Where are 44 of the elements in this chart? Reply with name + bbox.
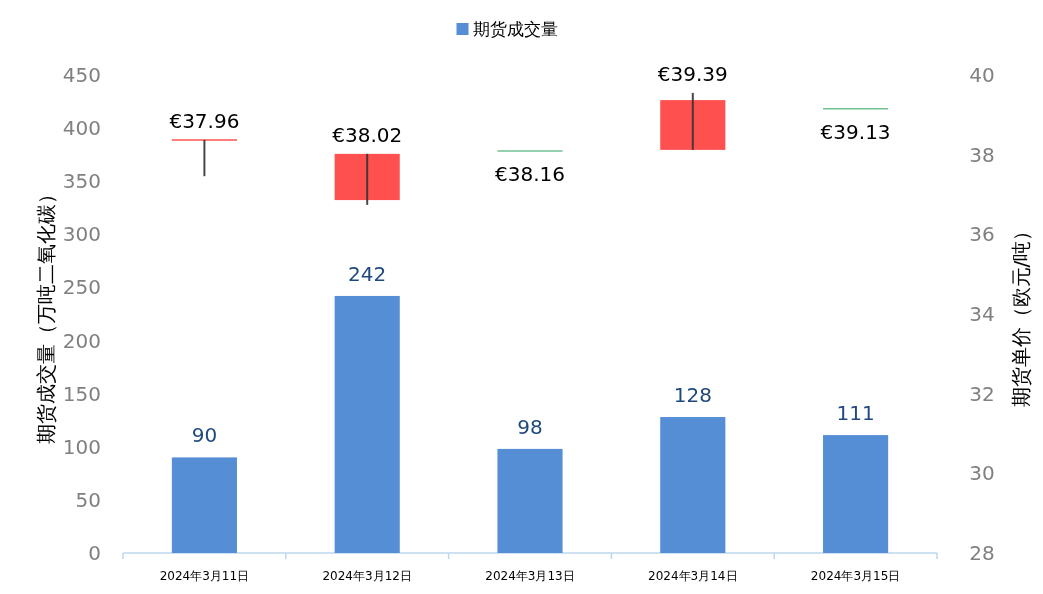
data-label: 90 [191,423,218,448]
legend-label: 期货成交量 [472,19,558,39]
y-tick-label: 450 [62,63,101,87]
data-label: 98 [517,414,543,439]
y2-tick-label: 38 [969,142,995,167]
y-tick-label: 100 [62,434,101,459]
bar [660,417,726,553]
y-tick-label: 150 [62,381,101,406]
x-tick-label: 2024年3月14日 [648,569,738,583]
x-tick-label: 2024年3月11日 [159,569,250,583]
candlestick [660,91,726,151]
y2-axis-title: 期货单价（欧元/吨） [1009,220,1033,408]
candlestick [171,138,238,178]
x-tick-label: 2024年3月15日 [810,569,901,583]
candlestick [334,152,400,206]
bar [334,295,400,553]
y-tick-label: 400 [62,116,101,141]
bar [823,435,889,553]
bar [171,457,237,553]
data-label: 111 [836,401,875,426]
x-tick-label: 2024年3月12日 [322,569,412,583]
y-axis-title: 期货成交量（万吨二氧化碳） [34,184,58,444]
annotation: €37.96 [169,108,240,133]
bar [497,448,563,553]
data-label: 128 [673,383,712,408]
y2-tick-label: 28 [969,541,995,565]
y-tick-label: 300 [62,222,101,247]
y-tick-label: 0 [88,541,101,565]
annotation: €38.02 [332,122,403,147]
legend: 期货成交量 [456,19,558,39]
y2-tick-label: 30 [969,461,995,486]
annotation: €39.39 [657,61,728,86]
x-tick-label: 2024年3月13日 [485,569,575,583]
y2-tick-label: 40 [969,63,995,87]
y2-tick-label: 36 [969,222,995,247]
y-tick-label: 350 [62,169,101,194]
annotation: €38.16 [495,162,565,187]
annotation: €39.13 [820,119,891,144]
y2-tick-label: 34 [969,302,995,326]
y-tick-label: 200 [62,328,101,353]
y-tick-label: 250 [62,275,101,300]
data-label: 242 [348,261,387,286]
y-tick-label: 50 [75,487,101,512]
y2-tick-label: 32 [969,381,995,406]
